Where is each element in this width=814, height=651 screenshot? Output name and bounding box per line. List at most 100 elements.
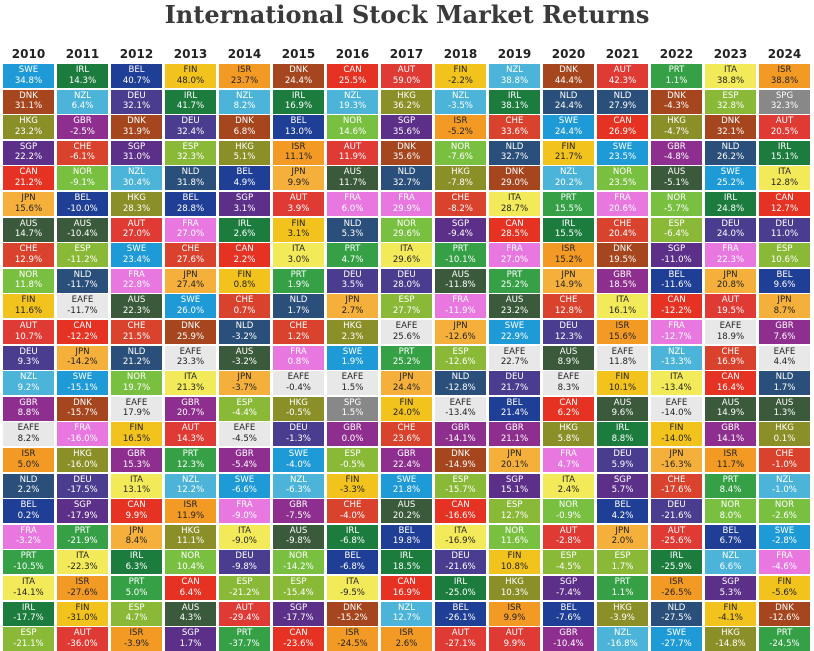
return-value: 3.1% (287, 229, 310, 240)
country-code: IRL (291, 90, 306, 101)
country-code: AUT (235, 602, 254, 613)
country-code: CAN (73, 321, 92, 331)
return-value: 12.3% (176, 459, 205, 470)
return-value: 5.3% (719, 587, 742, 598)
return-cell-2010-gbr: GBR 8.8% (3, 396, 54, 421)
return-value: 11.7% (716, 459, 745, 470)
return-value: -9.8% (232, 561, 257, 572)
return-cell-2011-esp: ESP -11.2% (57, 243, 108, 268)
country-code: NZL (451, 90, 470, 101)
return-cell-2010-nld: NLD 2.2% (3, 473, 54, 498)
return-cell-2012-irl: IRL 6.3% (111, 550, 162, 575)
return-cell-2014-che: CHE 0.7% (219, 294, 270, 319)
country-code: SGP (289, 602, 308, 613)
country-code: NOR (450, 141, 471, 152)
return-cell-2015-deu: DEU -1.3% (273, 422, 324, 447)
country-code: NOR (72, 167, 93, 178)
return-value: 21.8% (392, 485, 421, 496)
return-cell-2010-nzl: NZL 9.2% (3, 371, 54, 396)
country-code: HKG (505, 577, 524, 587)
return-value: 16.9% (284, 101, 313, 112)
return-cell-2011-jpn: JPN -14.2% (57, 345, 108, 370)
country-code: NZL (181, 474, 200, 485)
country-code: ESP (344, 449, 361, 459)
country-code: EAFE (719, 321, 742, 331)
return-cell-2022-eafe: EAFE -14.0% (651, 396, 702, 421)
country-code: IRL (561, 218, 576, 229)
country-code: IRL (129, 551, 144, 562)
return-cell-2015-dnk: DNK 24.4% (273, 64, 324, 88)
country-code: ESP (668, 218, 685, 229)
return-cell-2014-swe: SWE -6.6% (219, 473, 270, 498)
return-cell-2015-swe: SWE -4.0% (273, 448, 324, 472)
country-code: SGP (613, 474, 632, 485)
country-code: CAN (343, 65, 362, 75)
country-code: NZL (667, 346, 686, 357)
return-value: -12.6% (445, 357, 476, 368)
country-code: NLD (667, 602, 686, 613)
return-cell-2021-irl: IRL 8.8% (597, 422, 648, 447)
return-cell-2024-gbr: GBR 7.6% (759, 320, 810, 344)
return-value: 22.3% (716, 254, 745, 265)
return-cell-2012-dnk: DNK 31.9% (111, 115, 162, 140)
country-code: GBR (613, 269, 632, 280)
country-code: SGP (235, 193, 254, 203)
return-cell-2019-eafe: EAFE 22.7% (489, 345, 540, 370)
return-value: -10.0% (67, 203, 98, 214)
return-cell-2021-sgp: SGP 5.7% (597, 473, 648, 498)
country-code: GBR (19, 397, 38, 408)
return-cell-2010-dnk: DNK 31.1% (3, 89, 54, 114)
return-value: -12.7% (661, 331, 692, 342)
return-cell-2021-nzl: NZL -16.8% (597, 627, 648, 651)
return-cell-2020-nor: NOR -0.9% (543, 499, 594, 524)
return-value: 13.1% (122, 485, 151, 496)
return-cell-2020-aut: AUT -2.8% (543, 524, 594, 549)
return-cell-2014-bel: BEL 4.9% (219, 166, 270, 191)
return-cell-2019-jpn: JPN 20.1% (489, 448, 540, 472)
return-value: 31.0% (122, 152, 151, 163)
return-value: -6.3% (286, 485, 311, 496)
return-value: -10.1% (445, 254, 476, 265)
return-value: 31.1% (14, 101, 43, 112)
return-cell-2020-fra: FRA 4.7% (543, 448, 594, 472)
return-cell-2013-aus: AUS 4.3% (165, 601, 216, 626)
return-value: -3.5% (448, 101, 473, 112)
return-value: -21.2% (229, 587, 260, 598)
country-code: ISR (669, 577, 684, 587)
country-code: PRT (722, 474, 739, 485)
return-cell-2011-bel: BEL -10.0% (57, 192, 108, 216)
country-code: BEL (20, 500, 37, 511)
country-code: FRA (776, 551, 793, 562)
return-cell-2022-dnk: DNK -4.3% (651, 89, 702, 114)
return-value: 26.2% (716, 152, 745, 163)
return-cell-2024-can: CAN 12.7% (759, 192, 810, 216)
return-value: -0.9% (556, 510, 581, 521)
country-code: NOR (180, 551, 201, 562)
country-code: AUS (667, 167, 686, 178)
return-value: 12.3% (554, 331, 583, 342)
return-value: 24.0% (716, 229, 745, 240)
return-value: 11.8% (608, 357, 637, 368)
country-code: AUS (775, 397, 794, 408)
return-cell-2013-hkg: HKG 11.1% (165, 524, 216, 549)
country-code: FRA (344, 193, 361, 203)
country-code: DNK (451, 449, 470, 459)
return-cell-2023-gbr: GBR 14.1% (705, 422, 756, 447)
country-code: IRL (345, 525, 360, 536)
country-code: ITA (454, 525, 467, 536)
return-cell-2017-bel: BEL 19.8% (381, 524, 432, 549)
country-code: IRL (399, 551, 414, 562)
country-code: FIN (345, 474, 360, 485)
return-value: -2.8% (772, 536, 797, 547)
country-code: AUT (613, 65, 632, 75)
year-header-2021: 2021 (605, 47, 640, 61)
return-value: 1.1% (665, 75, 688, 86)
return-value: -14.2% (67, 357, 98, 368)
return-cell-2020-deu: DEU 12.3% (543, 320, 594, 344)
return-cell-2023-esp: ESP 32.8% (705, 89, 756, 114)
country-code: EAFE (773, 346, 796, 357)
return-value: 27.7% (392, 305, 421, 316)
country-code: AUT (19, 321, 38, 331)
return-cell-2013-dnk: DNK 25.9% (165, 320, 216, 344)
return-cell-2021-ita: ITA 16.1% (597, 294, 648, 319)
